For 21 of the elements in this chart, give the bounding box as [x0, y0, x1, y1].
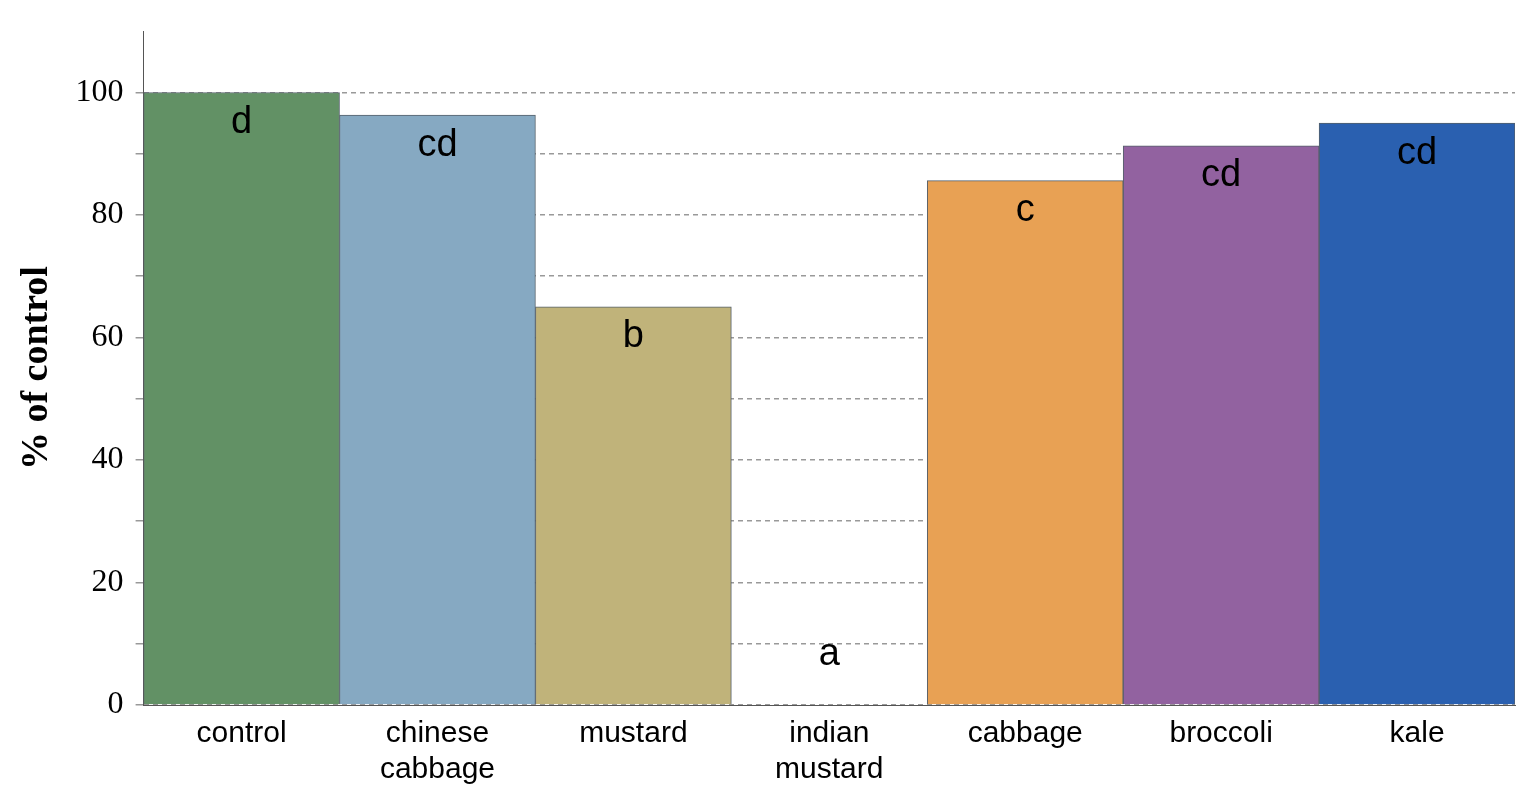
x-tick-label: cabbage: [967, 715, 1083, 749]
data-label: c: [1015, 187, 1035, 230]
y-tick-label: 80: [91, 194, 124, 231]
y-tick-label: 60: [91, 316, 124, 353]
x-tick-label: indian mustard: [775, 715, 884, 785]
y-axis-title: % of control: [12, 266, 55, 471]
x-tick-label: mustard: [579, 715, 688, 749]
x-tick-label: control: [196, 715, 287, 749]
data-label: cd: [1201, 152, 1242, 195]
y-tick-label: 0: [107, 684, 124, 721]
y-tick-label: 100: [75, 71, 124, 108]
data-label: d: [230, 98, 253, 141]
data-label: cd: [1396, 129, 1438, 172]
y-tick-label: 40: [91, 439, 124, 476]
data-label: b: [622, 313, 644, 356]
x-tick-label: chinese cabbage: [379, 715, 496, 785]
data-label: cd: [417, 121, 458, 164]
x-tick-label: broccoli: [1169, 715, 1273, 749]
x-tick-label: kale: [1389, 715, 1445, 749]
data-label: a: [818, 631, 841, 674]
y-tick-label: 20: [91, 561, 124, 598]
